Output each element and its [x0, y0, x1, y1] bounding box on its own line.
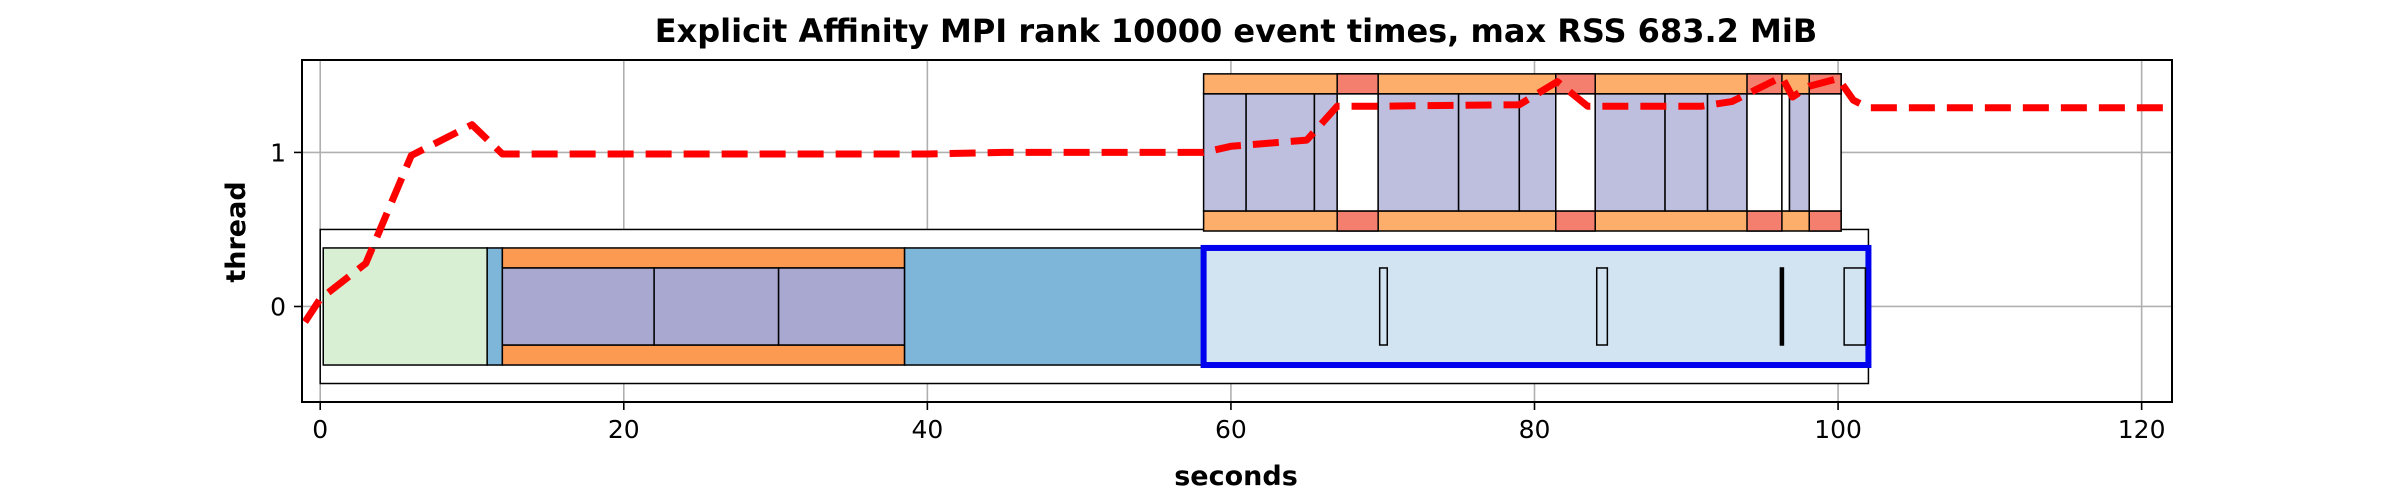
event-bar [322, 247, 488, 366]
event-bar [1378, 267, 1389, 346]
event-bar [1336, 93, 1379, 212]
event-bar [1555, 93, 1596, 212]
event-bar [1202, 73, 1842, 95]
y-tick-label: 1 [270, 138, 286, 167]
event-bar [1200, 244, 1872, 369]
event-bar [1555, 73, 1596, 95]
chart-title: Explicit Affinity MPI rank 10000 event t… [655, 12, 1817, 50]
event-bar [653, 267, 780, 346]
event-bar [1808, 93, 1842, 212]
x-tick-label: 80 [1519, 415, 1551, 444]
event-bar [1595, 267, 1609, 346]
event-bar [1377, 93, 1460, 212]
event-bar [1808, 210, 1842, 232]
x-axis-label: seconds [1174, 461, 1298, 492]
event-bar [1555, 210, 1596, 232]
x-tick-label: 0 [312, 415, 328, 444]
event-bar [1664, 93, 1709, 212]
x-tick-label: 60 [1215, 415, 1247, 444]
event-bar [1746, 93, 1783, 212]
event-bar [903, 247, 1205, 366]
event-bar [501, 267, 655, 346]
plot-frame [301, 59, 2173, 403]
x-tick-label: 100 [1814, 415, 1862, 444]
event-bar [1788, 93, 1810, 212]
event-bar [1706, 93, 1748, 212]
x-tick-label: 20 [608, 415, 640, 444]
event-bar [1202, 210, 1842, 232]
memory-line-layer [302, 73, 2172, 324]
event-bar [1518, 93, 1557, 212]
event-bar [1336, 210, 1379, 232]
event-bar [1746, 210, 1783, 232]
event-bar [486, 247, 504, 366]
event-bar [1245, 93, 1316, 212]
y-axis-label: thread [221, 181, 252, 282]
event-bar [1781, 93, 1791, 212]
event-bars [319, 73, 1872, 385]
memory-rss-line [302, 73, 2172, 324]
y-tick-label: 0 [270, 292, 286, 321]
event-bar [1779, 267, 1785, 346]
x-tick-label: 120 [2118, 415, 2166, 444]
event-bar [1202, 93, 1247, 212]
event-bar [501, 344, 906, 366]
ticks: 0 20 40 60 80 100 120 0 1 [270, 138, 2165, 444]
event-bar [1336, 73, 1379, 95]
x-tick-label: 40 [911, 415, 943, 444]
event-bar [1457, 93, 1521, 212]
event-bar [1594, 93, 1666, 212]
event-bar [501, 247, 906, 269]
event-bar [777, 267, 906, 346]
event-bar [1843, 267, 1867, 346]
